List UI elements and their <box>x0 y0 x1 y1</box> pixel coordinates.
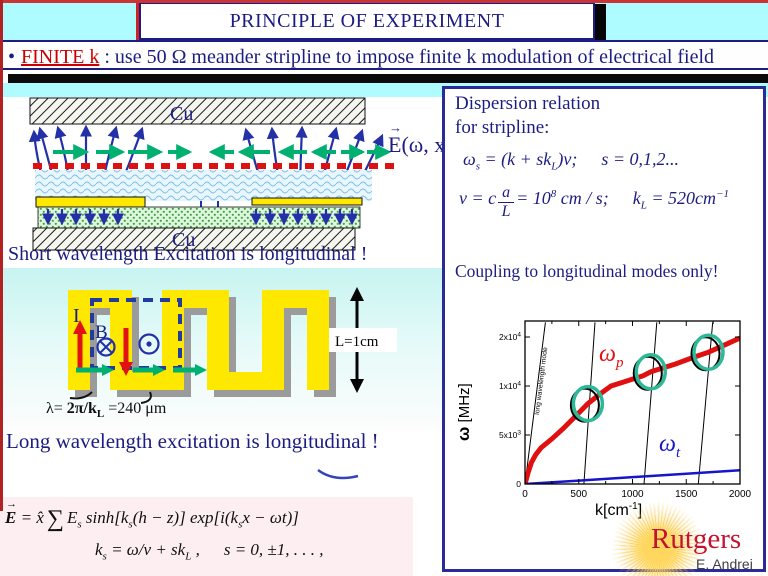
stripline-electrode-right <box>251 197 363 206</box>
annotation-swoosh <box>317 468 359 480</box>
x-tick-label: 500 <box>570 489 587 500</box>
length-label-box <box>329 328 397 352</box>
meander-stripline-diagram: I B L=1cm <box>68 287 397 404</box>
y-tick-label: 2x104 <box>499 332 521 343</box>
rutgers-logo-text: Rutgers <box>651 523 742 555</box>
stripline-mode-line <box>697 322 714 484</box>
cu-top-plate <box>29 97 366 125</box>
b-field-label: B <box>95 322 108 343</box>
x-tick-label: 1500 <box>675 489 698 500</box>
series-p <box>525 335 740 484</box>
dispersion-chart: ω [MHz] k[cm-1] long wavelength mode ωp … <box>454 320 752 519</box>
x-tick-label: 0 <box>522 489 528 500</box>
page-title: PRINCIPLE OF EXPERIMENT <box>229 10 505 32</box>
propagation-arrows <box>76 364 207 376</box>
title-shadow-bar <box>595 4 606 40</box>
crossing-circle <box>571 384 605 423</box>
current-arrows <box>73 320 133 376</box>
coupling-note: Coupling to longitudinal modes only! <box>455 261 719 281</box>
short-wavelength-caption: Short wavelength Excitation is longitudi… <box>8 243 368 265</box>
slide-top-border <box>0 0 768 3</box>
length-label: L=1cm <box>335 334 379 350</box>
x-tick-label: 1000 <box>621 489 644 500</box>
stripline-electrode-left <box>35 196 146 208</box>
bullet-keyword: FINITE k <box>21 46 100 68</box>
stripline-mode-line <box>525 322 546 484</box>
stripline-cross-section-diagram: Cu Cu <box>28 97 395 251</box>
slide-left-border <box>0 0 3 511</box>
cu-bottom-label: Cu <box>172 229 195 251</box>
bullet-dot: • <box>8 46 16 68</box>
summation-icon: ∑ <box>46 506 64 532</box>
vector-arrow-icon: → <box>389 120 402 135</box>
dielectric-layer <box>35 170 372 201</box>
omega-t-label: ωt <box>659 431 681 461</box>
crossing-circle <box>692 333 725 371</box>
wavevector-equation: ks = ω/v + skL ,s = 0, ±1, . . . , <box>95 540 324 563</box>
cu-bottom-plate <box>32 227 356 251</box>
x-tick-label: 2000 <box>729 489 752 500</box>
bullet-text: use 50 Ω meander stripline to impose fin… <box>114 46 715 68</box>
crossing-circle <box>634 353 668 391</box>
y-tick-label: 5x103 <box>499 430 521 441</box>
dispersion-panel: Dispersion relation for stripline: ωs = … <box>442 86 766 572</box>
downward-field-arrows <box>41 209 359 226</box>
title-box: PRINCIPLE OF EXPERIMENT <box>139 2 595 40</box>
panel-heading-line1: Dispersion relation <box>455 93 601 114</box>
meander-trace <box>68 290 329 390</box>
long-wavelength-mode-note: long wavelength mode <box>534 347 549 416</box>
separator-bar <box>8 74 768 83</box>
current-label: I <box>73 305 80 327</box>
cu-top-label: Cu <box>170 103 193 125</box>
y-axis-label: ω [MHz] <box>454 383 473 441</box>
sunburst-logo-icon <box>612 502 704 576</box>
wavelength-label: λ= 2π/kL =240 μm <box>46 400 167 421</box>
title-left-red-divider <box>136 0 139 40</box>
b-field-symbols <box>96 333 160 357</box>
stripline-mode-line <box>643 322 658 484</box>
y-tick-label: 1x104 <box>499 381 521 392</box>
author-credit: E. Andrei <box>696 556 753 572</box>
bullet-row: • FINITE k : use 50 Ω meander stripline t… <box>0 40 768 70</box>
plot-box <box>524 320 741 485</box>
panel-heading-line2: for stripline: <box>455 117 550 138</box>
omega-p-label: ωp <box>599 341 624 371</box>
velocity-equation: v = c a L = 108 cm / s; kL = 520cm−1 <box>459 184 729 220</box>
vector-arrow-icon: → <box>6 498 17 510</box>
flux-loop-dashed-box <box>90 298 182 370</box>
pitch-pointer-curves <box>69 391 152 404</box>
series-t <box>525 469 740 484</box>
bullet-separator: : <box>99 46 115 68</box>
field-expansion-equation: → E = x̂ ∑ Es sinh[ks(h − z)] exp[i(ksx − ω… <box>5 498 299 532</box>
y-tick-label: 0 <box>516 479 521 489</box>
dispersion-equation: ωs = (k + skL)v; s = 0,1,2... <box>463 149 680 173</box>
long-wavelength-caption: Long wavelength excitation is longitudin… <box>6 429 379 453</box>
equation-band: → E = x̂ ∑ Es sinh[ks(h − z)] exp[i(ksx − ω… <box>0 497 413 576</box>
